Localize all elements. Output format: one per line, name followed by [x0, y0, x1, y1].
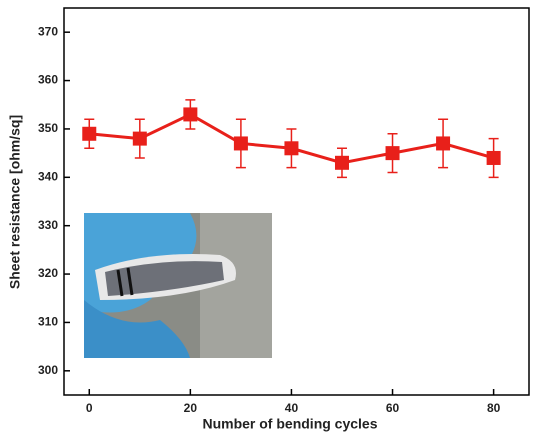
- x-tick-label: 0: [86, 401, 93, 415]
- y-axis-label: Sheet resistance [ohm/sq]: [7, 115, 23, 289]
- inset-photo: [84, 213, 272, 358]
- data-point: [233, 136, 248, 151]
- data-point: [132, 131, 147, 146]
- y-tick-label: 320: [38, 266, 58, 280]
- y-tick-label: 350: [38, 121, 58, 135]
- data-point: [334, 155, 349, 170]
- x-tick-label: 40: [285, 401, 299, 415]
- data-point: [436, 136, 451, 151]
- plot-frame: [63, 7, 530, 396]
- data-point: [385, 146, 400, 161]
- y-tick-label: 370: [38, 24, 58, 38]
- data-point: [284, 141, 299, 156]
- data-point: [486, 150, 501, 165]
- x-tick-label: 60: [386, 401, 400, 415]
- y-tick-label: 300: [38, 363, 58, 377]
- x-axis-label: Number of bending cycles: [202, 416, 377, 432]
- x-tick-label: 80: [487, 401, 501, 415]
- data-point: [82, 126, 97, 141]
- y-tick-label: 360: [38, 73, 58, 87]
- y-tick-label: 330: [38, 218, 58, 232]
- data-point: [183, 107, 198, 122]
- y-tick-label: 310: [38, 315, 58, 329]
- x-tick-label: 20: [184, 401, 198, 415]
- y-tick-label: 340: [38, 169, 58, 183]
